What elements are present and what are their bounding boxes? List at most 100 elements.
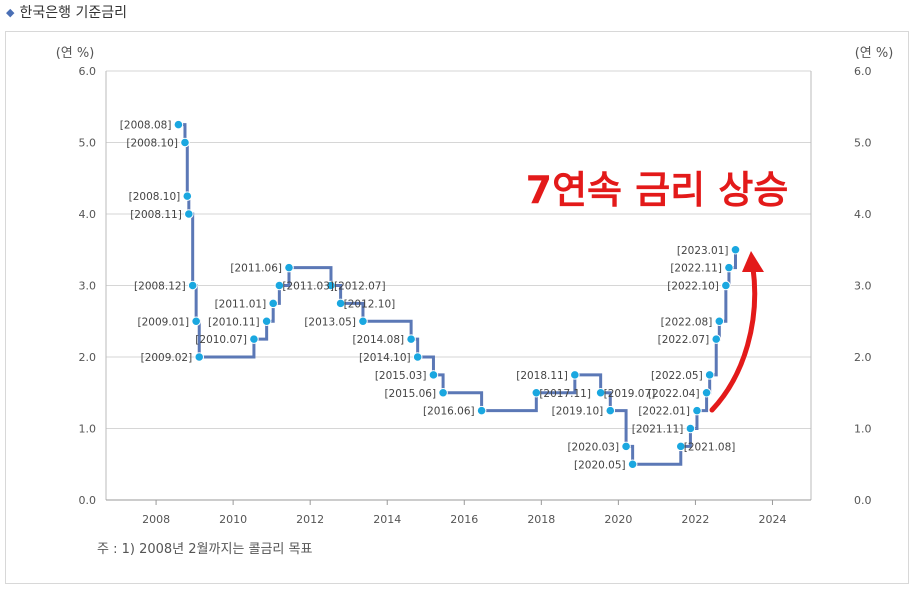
data-point[interactable] (284, 262, 294, 273)
point-label: [2012.10] (344, 298, 396, 310)
y-tick-right: 6.0 (854, 65, 872, 78)
y-tick-left: 5.0 (79, 137, 97, 150)
point-label: [2008.10] (129, 191, 181, 203)
data-point[interactable] (268, 298, 278, 309)
point-label: [2018.11] (516, 370, 568, 382)
data-point[interactable] (438, 387, 448, 398)
x-tick-label: 2016 (450, 513, 478, 526)
annotation-text: 7연속 금리 상승 (526, 168, 789, 212)
arrow-head-icon (742, 251, 764, 272)
point-label: [2016.06] (423, 406, 475, 418)
point-label: [2019.10] (552, 406, 604, 418)
chart-frame (5, 31, 909, 584)
data-point[interactable] (627, 459, 638, 470)
point-label: [2009.02] (141, 352, 193, 364)
y-tick-right: 0.0 (854, 494, 872, 507)
data-point[interactable] (184, 209, 194, 219)
point-label: [2022.05] (651, 370, 703, 382)
data-point[interactable] (595, 387, 606, 398)
data-point[interactable] (428, 370, 439, 380)
point-label: [2008.11] (130, 209, 182, 221)
data-point[interactable] (335, 298, 346, 309)
point-label: [2010.07] (195, 334, 247, 346)
label-layer: [2008.08] [2008.10] [2008.10] [2008.11] [200… (120, 120, 736, 472)
point-label: [2017.11] (539, 388, 591, 400)
point-label: [2012.07] (334, 281, 386, 293)
point-label: [2022.01] (638, 406, 690, 418)
data-point[interactable] (730, 244, 741, 255)
point-label: [2020.05] (574, 459, 626, 471)
data-point[interactable] (326, 280, 336, 291)
data-point[interactable] (249, 334, 259, 344)
data-point[interactable] (685, 423, 696, 434)
data-point[interactable] (721, 280, 731, 291)
footnote: 주 : 1) 2008년 2월까지는 콜금리 목표 (97, 542, 312, 557)
point-label: [2008.08] (120, 120, 172, 132)
point-label: [2020.03] (567, 441, 619, 453)
y-tick-right: 1.0 (854, 423, 872, 436)
data-point[interactable] (412, 352, 423, 362)
point-label: [2008.10] (126, 138, 178, 150)
data-point[interactable] (704, 370, 715, 380)
data-point[interactable] (621, 441, 631, 452)
data-point[interactable] (191, 316, 201, 327)
data-point[interactable] (173, 119, 184, 130)
data-point[interactable] (711, 334, 722, 344)
data-point[interactable] (180, 137, 190, 148)
point-label: [2021.08] (684, 441, 736, 453)
point-label: [2014.08] (352, 334, 404, 346)
point-label: [2008.12] (134, 281, 186, 293)
data-point[interactable] (187, 280, 198, 291)
data-point[interactable] (605, 405, 616, 416)
data-point[interactable] (714, 316, 725, 327)
point-label: [2022.08] (661, 316, 713, 328)
y-tick-left: 4.0 (79, 208, 97, 221)
data-point[interactable] (675, 441, 686, 452)
x-tick-label: 2008 (142, 513, 170, 526)
y-tick-right: 2.0 (854, 351, 872, 364)
y-tick-right: 5.0 (854, 137, 872, 150)
y-tick-left: 0.0 (79, 494, 97, 507)
x-tick-label: 2014 (373, 513, 401, 526)
point-label: [2022.04] (648, 388, 700, 400)
y-tick-left: 6.0 (79, 65, 97, 78)
point-label: [2015.03] (375, 370, 427, 382)
chart-header: ◆ 한국은행 기준금리 (6, 1, 127, 23)
point-label: [2021.11] (632, 424, 684, 436)
point-label: [2014.10] (359, 352, 411, 364)
data-point[interactable] (692, 405, 702, 416)
data-point[interactable] (476, 405, 487, 416)
left-axis-unit: (연 %) (56, 46, 95, 61)
data-point[interactable] (274, 280, 285, 291)
point-label: [2009.01] (138, 316, 190, 328)
point-label: [2011.06] (230, 263, 282, 275)
data-point[interactable] (261, 316, 272, 327)
data-point[interactable] (724, 262, 734, 273)
point-label: [2022.11] (670, 263, 722, 275)
point-label: [2011.03] (282, 281, 334, 293)
up-arrow-icon (709, 265, 758, 413)
point-label: [2019.07] (604, 388, 656, 400)
point-label: [2015.06] (384, 388, 436, 400)
page-title: 한국은행 기준금리 (19, 5, 127, 21)
point-label: [2022.10] (667, 281, 719, 293)
point-label: [2023.01] (677, 245, 729, 257)
series-layer (173, 119, 741, 470)
data-point[interactable] (406, 334, 416, 344)
point-label: [2010.11] (208, 316, 260, 328)
x-tick-label: 2010 (219, 513, 247, 526)
data-point[interactable] (701, 387, 712, 398)
y-tick-right: 4.0 (854, 208, 872, 221)
y-tick-left: 3.0 (79, 280, 97, 293)
data-point[interactable] (358, 316, 368, 327)
x-tick-label: 2012 (296, 513, 324, 526)
data-point[interactable] (182, 191, 193, 201)
x-tick-label: 2022 (681, 513, 709, 526)
y-tick-right: 3.0 (854, 280, 872, 293)
y-tick-left: 1.0 (79, 423, 97, 436)
right-axis-unit: (연 %) (855, 46, 894, 61)
data-point[interactable] (570, 370, 580, 380)
data-point[interactable] (194, 352, 205, 362)
data-point[interactable] (531, 387, 542, 398)
